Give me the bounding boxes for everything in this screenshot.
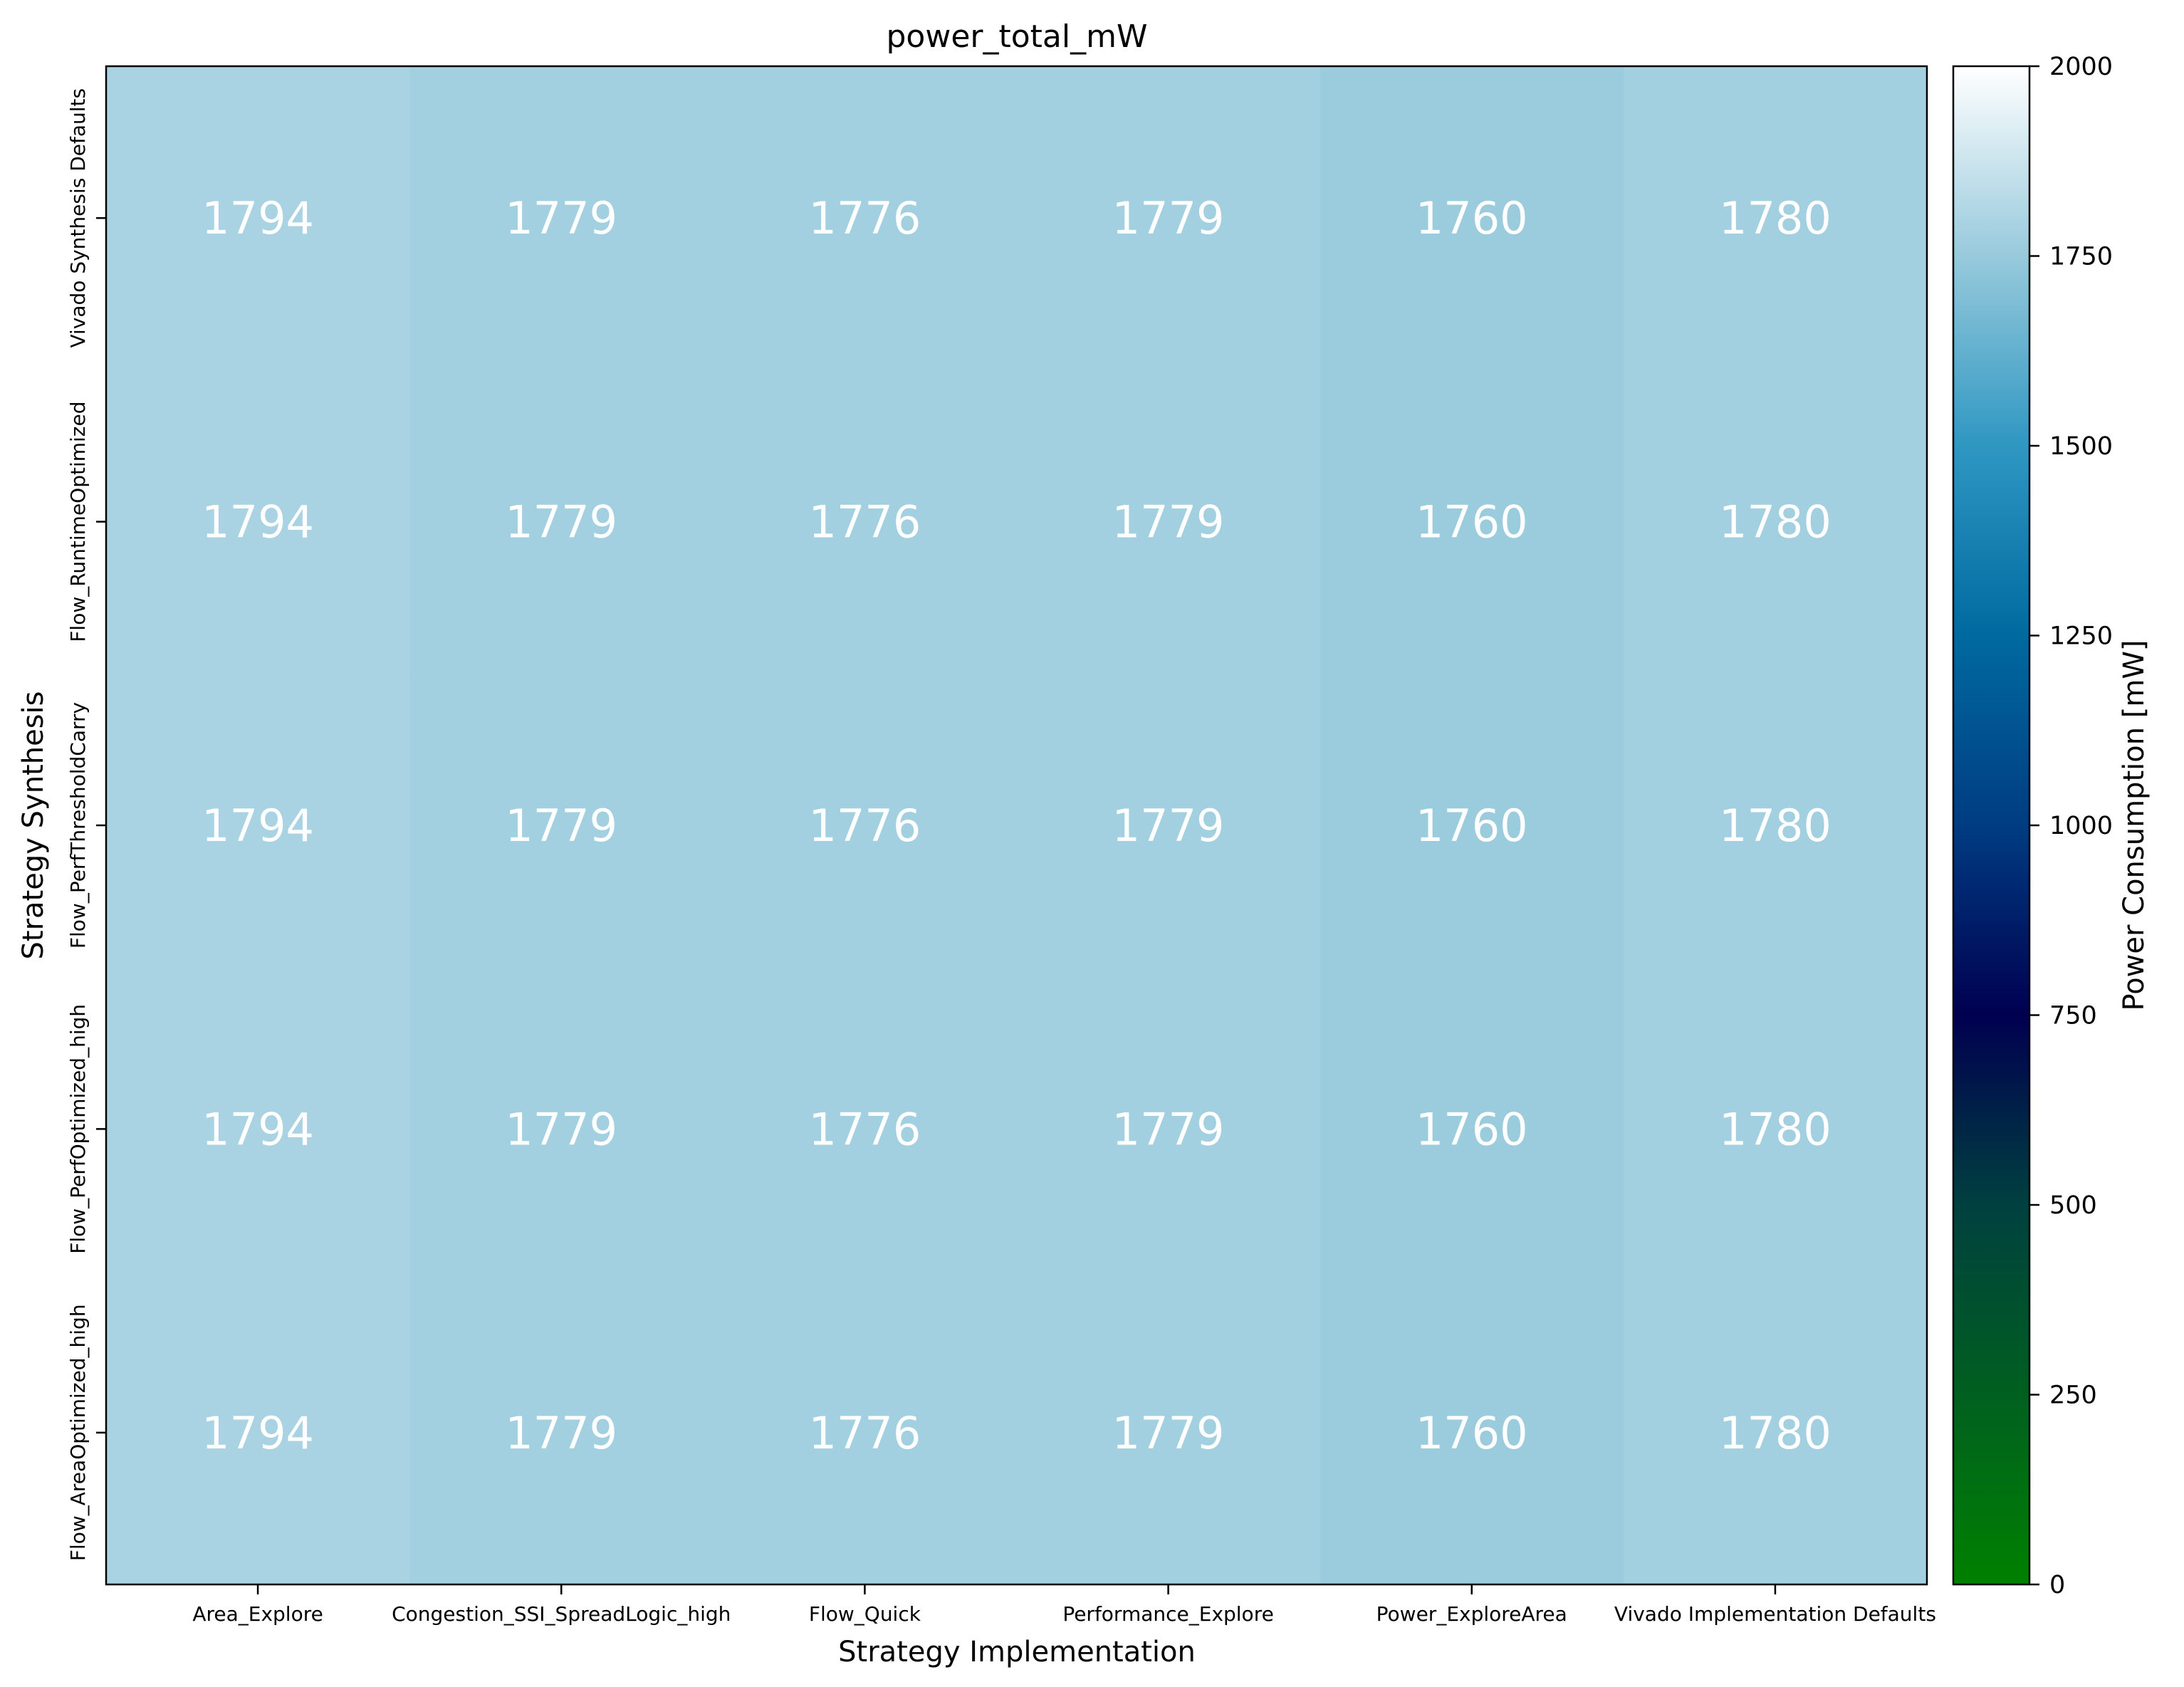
heatmap-cell	[106, 977, 410, 1282]
heatmap-cell	[1623, 66, 1928, 370]
heatmap-cell	[106, 66, 410, 370]
colorbar-tick-label: 250	[2049, 1382, 2097, 1410]
cell-value-label: 1779	[505, 800, 617, 852]
heatmap-cell	[409, 370, 714, 674]
heatmap-cell	[1320, 673, 1624, 978]
y-axis-label: Strategy Synthesis	[17, 691, 50, 960]
cell-value-label: 1780	[1719, 1103, 1832, 1155]
heatmap-cell	[409, 66, 714, 370]
cell-value-label: 1760	[1416, 192, 1528, 244]
heatmap-cell	[1016, 66, 1321, 370]
cell-value-label: 1779	[505, 496, 617, 548]
colorbar-tick-label: 500	[2049, 1191, 2097, 1220]
heatmap-cell	[1016, 1280, 1321, 1585]
cell-value-label: 1794	[202, 192, 314, 244]
heatmap-cell-labels: 1794 1779 1776 1779 1760 1780 1794 1779 1776 1779…	[202, 192, 1832, 1459]
heatmap-cell	[106, 1280, 410, 1585]
heatmap-cell	[106, 673, 410, 978]
heatmap-cell	[409, 1280, 714, 1585]
heatmap-cell	[1320, 977, 1624, 1282]
colorbar-tick-label: 1500	[2049, 432, 2113, 461]
heatmap-cell	[713, 673, 1017, 978]
cell-value-label: 1760	[1416, 800, 1528, 852]
x-tick-label: Area_Explore	[192, 1602, 323, 1626]
cell-value-label: 1779	[1112, 1103, 1225, 1155]
cell-value-label: 1776	[809, 1103, 921, 1155]
colorbar	[1952, 65, 2031, 1586]
cell-value-label: 1779	[505, 192, 617, 244]
x-tick-label: Vivado Implementation Defaults	[1614, 1602, 1936, 1626]
heatmap-cell	[106, 370, 410, 674]
cell-value-label: 1779	[505, 1103, 617, 1155]
cell-value-label: 1776	[809, 800, 921, 852]
colorbar-tick-label: 1250	[2049, 622, 2113, 651]
cell-value-label: 1779	[1112, 192, 1225, 244]
cell-value-label: 1794	[202, 1407, 314, 1459]
cell-value-label: 1780	[1719, 192, 1832, 244]
cell-value-label: 1760	[1416, 496, 1528, 548]
cell-value-label: 1780	[1719, 496, 1832, 548]
heatmap-cell	[713, 370, 1017, 674]
x-axis-ticks: Area_Explore Congestion_SSI_SpreadLogic_h…	[192, 1584, 1936, 1626]
cell-value-label: 1780	[1719, 800, 1832, 852]
x-tick-label: Power_ExploreArea	[1376, 1602, 1567, 1626]
colorbar-tick-label: 2000	[2049, 53, 2113, 81]
y-tick-label: Vivado Synthesis Defaults	[66, 88, 90, 348]
cell-value-label: 1779	[1112, 800, 1225, 852]
colorbar-ticks: 0 250 500 750 1000 1250 1500 1750 2000	[2029, 53, 2113, 1599]
x-axis-label: Strategy Implementation	[838, 1636, 1196, 1668]
heatmap-cell	[409, 977, 714, 1282]
cell-value-label: 1760	[1416, 1103, 1528, 1155]
cell-value-label: 1760	[1416, 1407, 1528, 1459]
heatmap-cell	[1320, 1280, 1624, 1585]
colorbar-tick-label: 1000	[2049, 812, 2113, 840]
heatmap-cell	[1623, 977, 1928, 1282]
cell-value-label: 1780	[1719, 1407, 1832, 1459]
chart-title: power_total_mW	[887, 19, 1148, 55]
y-tick-label: Flow_RuntimeOptimized	[66, 402, 90, 642]
y-tick-label: Flow_PerfThresholdCarry	[66, 702, 90, 949]
cell-value-label: 1794	[202, 800, 314, 852]
colorbar-label: Power Consumption [mW]	[2118, 639, 2151, 1010]
colorbar-tick-label: 0	[2049, 1571, 2065, 1599]
x-tick-label: Flow_Quick	[809, 1602, 921, 1626]
heatmap-cell	[1320, 66, 1624, 370]
colorbar-tick-label: 750	[2049, 1002, 2097, 1030]
y-tick-label: Flow_PerfOptimized_high	[66, 1004, 90, 1254]
cell-value-label: 1794	[202, 496, 314, 548]
heatmap-cell	[409, 673, 714, 978]
heatmap-cell	[713, 977, 1017, 1282]
heatmap-cell	[1623, 673, 1928, 978]
cell-value-label: 1776	[809, 496, 921, 548]
heatmap-cell	[713, 1280, 1017, 1585]
heatmap-cells	[106, 66, 1928, 1585]
colorbar-tick-label: 1750	[2049, 243, 2113, 271]
cell-value-label: 1776	[809, 192, 921, 244]
cell-value-label: 1779	[1112, 496, 1225, 548]
heatmap-cell	[1623, 370, 1928, 674]
heatmap-cell	[1016, 977, 1321, 1282]
x-tick-label: Congestion_SSI_SpreadLogic_high	[392, 1602, 731, 1626]
heatmap-cell	[1016, 673, 1321, 978]
cell-value-label: 1779	[505, 1407, 617, 1459]
heatmap-cell	[1320, 370, 1624, 674]
heatmap-cell	[713, 66, 1017, 370]
y-tick-label: Flow_AreaOptimized_high	[66, 1304, 90, 1561]
cell-value-label: 1794	[202, 1103, 314, 1155]
cell-value-label: 1779	[1112, 1407, 1225, 1459]
heatmap-cell	[1016, 370, 1321, 674]
y-axis-ticks: Vivado Synthesis Defaults Flow_RuntimeOpt…	[66, 88, 106, 1561]
cell-value-label: 1776	[809, 1407, 921, 1459]
x-tick-label: Performance_Explore	[1062, 1602, 1274, 1626]
heatmap-cell	[1623, 1280, 1928, 1585]
